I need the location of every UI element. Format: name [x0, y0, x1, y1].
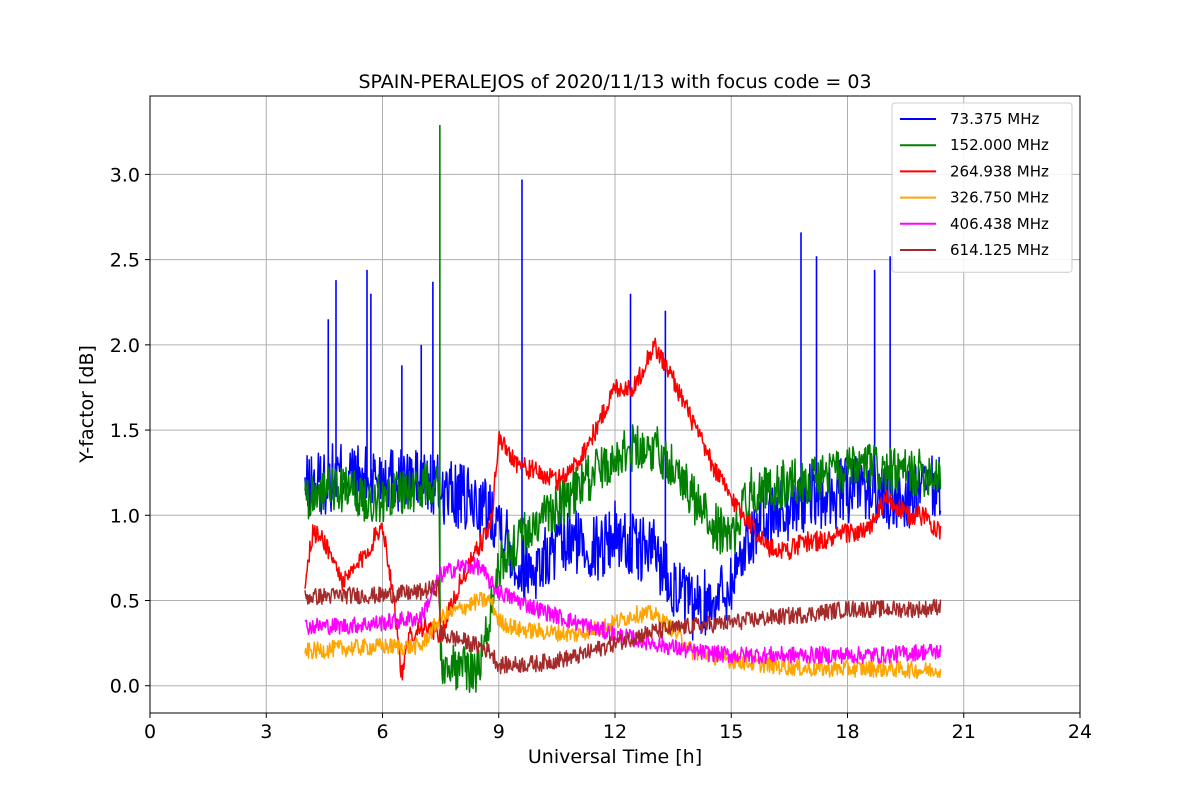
legend-entry-label: 264.938 MHz — [950, 162, 1049, 180]
y-tick-label: 2.0 — [110, 335, 140, 357]
series-line — [304, 579, 942, 675]
y-tick-label: 2.5 — [110, 250, 140, 272]
x-tick-label: 6 — [376, 721, 388, 743]
series-line — [304, 557, 942, 665]
chart-title: SPAIN-PERALEJOS of 2020/11/13 with focus… — [358, 71, 871, 93]
axis-ticks: 0 3 6 9 12 15 18 21 24 0.0 0.5 1.0 1.5 2.0 2.5 3.0 — [110, 164, 1092, 743]
y-tick-label: 1.5 — [110, 420, 140, 442]
legend-entry-label: 614.125 MHz — [950, 241, 1049, 259]
series-line — [304, 424, 942, 693]
series-line — [304, 337, 942, 681]
x-tick-label: 18 — [835, 721, 859, 743]
y-axis-label: Y-factor [dB] — [76, 345, 98, 464]
x-tick-label: 15 — [719, 721, 743, 743]
y-tick-label: 3.0 — [110, 164, 140, 186]
y-tick-label: 0.5 — [110, 591, 140, 613]
x-tick-label: 21 — [952, 721, 976, 743]
x-tick-label: 3 — [260, 721, 272, 743]
series-line — [304, 591, 942, 680]
legend-entry-label: 406.438 MHz — [950, 215, 1049, 233]
y-tick-label: 0.0 — [110, 676, 140, 698]
x-tick-label: 0 — [144, 721, 156, 743]
legend-box — [891, 102, 1073, 273]
legend: 73.375 MHz 152.000 MHz 264.938 MHz 326.750 … — [891, 102, 1073, 273]
legend-entry-label: 152.000 MHz — [950, 136, 1049, 154]
y-tick-label: 1.0 — [110, 505, 140, 527]
legend-entry-label: 73.375 MHz — [950, 110, 1039, 128]
x-tick-label: 9 — [493, 721, 505, 743]
x-tick-label: 24 — [1068, 721, 1092, 743]
x-tick-label: 12 — [603, 721, 627, 743]
series-group — [304, 124, 942, 693]
legend-entry-label: 326.750 MHz — [950, 189, 1049, 207]
x-axis-label: Universal Time [h] — [528, 746, 702, 768]
